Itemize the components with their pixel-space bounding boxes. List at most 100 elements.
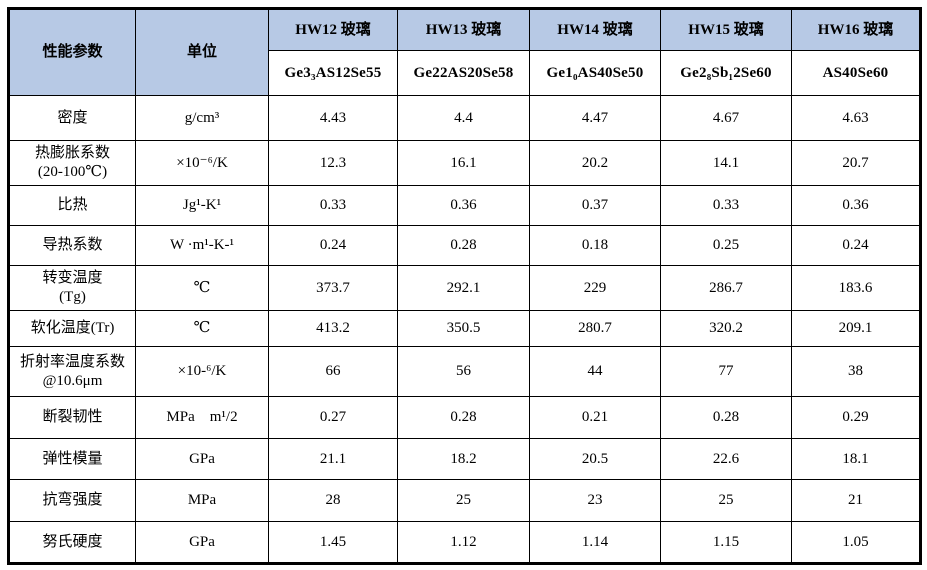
value-cell: 4.63 — [791, 95, 921, 141]
param-cell: 折射率温度系数 @10.6μm — [8, 346, 136, 397]
value-cell: 280.7 — [529, 310, 661, 347]
glass-name-hw15: HW15 玻璃 — [660, 8, 792, 51]
value-cell: 16.1 — [397, 140, 530, 186]
value-cell: 22.6 — [660, 438, 792, 480]
glass-name-hw13: HW13 玻璃 — [397, 8, 530, 51]
table-row-fracture-toughness: 断裂韧性 MPa m¹/2 0.27 0.28 0.21 0.28 0.29 — [8, 396, 921, 439]
glass-formula-hw12: Ge3₃AS12Se55 — [268, 50, 398, 96]
value-cell: 18.1 — [791, 438, 921, 480]
param-cell: 密度 — [8, 95, 136, 141]
unit-cell: MPa — [135, 479, 269, 522]
value-cell: 20.2 — [529, 140, 661, 186]
value-cell: 66 — [268, 346, 398, 397]
value-cell: 0.25 — [660, 225, 792, 266]
glass-name-hw12: HW12 玻璃 — [268, 8, 398, 51]
unit-cell: ×10-⁶/K — [135, 346, 269, 397]
unit-cell: ℃ — [135, 310, 269, 347]
value-cell: 0.24 — [268, 225, 398, 266]
unit-cell: GPa — [135, 521, 269, 564]
value-cell: 209.1 — [791, 310, 921, 347]
unit-cell: ℃ — [135, 265, 269, 311]
unit-cell: GPa — [135, 438, 269, 480]
glass-formula-hw16: AS40Se60 — [791, 50, 921, 96]
value-cell: 44 — [529, 346, 661, 397]
table-row-thermal-conductivity: 导热系数 W ·m¹-K-¹ 0.24 0.28 0.18 0.25 0.24 — [8, 225, 921, 266]
table-row-transition-temp: 转变温度 (Tg) ℃ 373.7 292.1 229 286.7 183.6 — [8, 265, 921, 311]
value-cell: 229 — [529, 265, 661, 311]
param-cell: 转变温度 (Tg) — [8, 265, 136, 311]
value-cell: 12.3 — [268, 140, 398, 186]
value-cell: 14.1 — [660, 140, 792, 186]
value-cell: 0.21 — [529, 396, 661, 439]
value-cell: 18.2 — [397, 438, 530, 480]
value-cell: 25 — [397, 479, 530, 522]
value-cell: 0.28 — [397, 396, 530, 439]
value-cell: 0.27 — [268, 396, 398, 439]
value-cell: 25 — [660, 479, 792, 522]
value-cell: 4.47 — [529, 95, 661, 141]
value-cell: 21.1 — [268, 438, 398, 480]
unit-cell: W ·m¹-K-¹ — [135, 225, 269, 266]
value-cell: 1.14 — [529, 521, 661, 564]
glass-formula-hw13: Ge22AS20Se58 — [397, 50, 530, 96]
table-row-flexural-strength: 抗弯强度 MPa 28 25 23 25 21 — [8, 479, 921, 522]
value-cell: 0.24 — [791, 225, 921, 266]
unit-cell: ×10⁻⁶/K — [135, 140, 269, 186]
table-row-softening-temp: 软化温度(Tr) ℃ 413.2 350.5 280.7 320.2 209.1 — [8, 310, 921, 347]
value-cell: 56 — [397, 346, 530, 397]
header-row-formulas: Ge3₃AS12Se55 Ge22AS20Se58 Ge1₀AS40Se50 G… — [9, 50, 921, 96]
param-cell: 断裂韧性 — [8, 396, 136, 439]
value-cell: 28 — [268, 479, 398, 522]
unit-cell: Jg¹-K¹ — [135, 185, 269, 226]
value-cell: 0.37 — [529, 185, 661, 226]
value-cell: 286.7 — [660, 265, 792, 311]
value-cell: 23 — [529, 479, 661, 522]
value-cell: 4.43 — [268, 95, 398, 141]
unit-cell: MPa m¹/2 — [135, 396, 269, 439]
value-cell: 20.5 — [529, 438, 661, 480]
value-cell: 0.18 — [529, 225, 661, 266]
param-cell: 努氏硬度 — [8, 521, 136, 564]
glass-properties-table: 性能参数 单位 HW12 玻璃 HW13 玻璃 HW14 玻璃 HW15 玻璃 … — [7, 7, 922, 565]
table-row-elastic-modulus: 弹性模量 GPa 21.1 18.2 20.5 22.6 18.1 — [8, 438, 921, 480]
value-cell: 183.6 — [791, 265, 921, 311]
param-cell: 弹性模量 — [8, 438, 136, 480]
value-cell: 350.5 — [397, 310, 530, 347]
value-cell: 0.33 — [268, 185, 398, 226]
value-cell: 38 — [791, 346, 921, 397]
value-cell: 0.33 — [660, 185, 792, 226]
value-cell: 373.7 — [268, 265, 398, 311]
value-cell: 0.36 — [791, 185, 921, 226]
value-cell: 413.2 — [268, 310, 398, 347]
value-cell: 4.4 — [397, 95, 530, 141]
value-cell: 292.1 — [397, 265, 530, 311]
header-row-names: 性能参数 单位 HW12 玻璃 HW13 玻璃 HW14 玻璃 HW15 玻璃 … — [8, 8, 921, 96]
value-cell: 1.45 — [268, 521, 398, 564]
param-header-cell: 性能参数 — [8, 8, 136, 96]
unit-cell: g/cm³ — [135, 95, 269, 141]
param-cell: 热膨胀系数 (20-100℃) — [8, 140, 136, 186]
value-cell: 320.2 — [660, 310, 792, 347]
table-row-thermal-expansion: 热膨胀系数 (20-100℃) ×10⁻⁶/K 12.3 16.1 20.2 1… — [8, 140, 921, 186]
glass-name-hw16: HW16 玻璃 — [791, 8, 921, 51]
glass-formula-hw14: Ge1₀AS40Se50 — [529, 50, 661, 96]
table-row-knoop-hardness: 努氏硬度 GPa 1.45 1.12 1.14 1.15 1.05 — [8, 521, 921, 564]
value-cell: 1.15 — [660, 521, 792, 564]
value-cell: 0.28 — [397, 225, 530, 266]
param-cell: 抗弯强度 — [8, 479, 136, 522]
value-cell: 0.36 — [397, 185, 530, 226]
value-cell: 1.12 — [397, 521, 530, 564]
table-row-dn-dt: 折射率温度系数 @10.6μm ×10-⁶/K 66 56 44 77 38 — [8, 346, 921, 397]
param-cell: 导热系数 — [8, 225, 136, 266]
value-cell: 1.05 — [791, 521, 921, 564]
value-cell: 4.67 — [660, 95, 792, 141]
value-cell: 21 — [791, 479, 921, 522]
glass-name-hw14: HW14 玻璃 — [529, 8, 661, 51]
value-cell: 0.29 — [791, 396, 921, 439]
value-cell: 77 — [660, 346, 792, 397]
param-cell: 软化温度(Tr) — [8, 310, 136, 347]
glass-formula-hw15: Ge2₈Sb₁2Se60 — [660, 50, 792, 96]
unit-header-cell: 单位 — [135, 8, 269, 96]
table-row-density: 密度 g/cm³ 4.43 4.4 4.47 4.67 4.63 — [8, 95, 921, 141]
